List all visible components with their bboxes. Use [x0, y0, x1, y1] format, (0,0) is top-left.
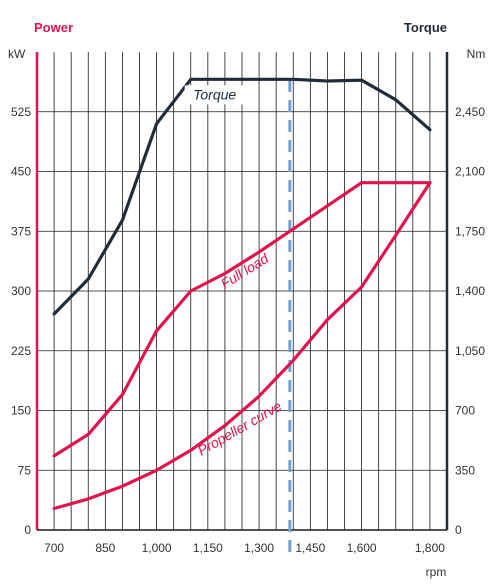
grid	[37, 52, 447, 530]
series-line-full-load	[52, 181, 432, 458]
left-axis-title: Power	[34, 20, 73, 35]
right-axis-title: Torque	[404, 20, 447, 35]
series-lines	[52, 77, 432, 511]
torque-tick-label: 1,050	[455, 344, 485, 358]
power-tick-label: 300	[11, 284, 31, 298]
torque-tick-label: 2,450	[455, 105, 485, 119]
torque-label-background	[184, 85, 245, 105]
torque-tick-label: 2,100	[455, 165, 485, 179]
rpm-tick-label: 1,000	[142, 541, 172, 555]
tick-labels: 0 75 150 225 300 375 450 525 0 350 700 1,050 1,400 1,…	[11, 105, 485, 555]
torque-tick-label: 1,400	[455, 284, 485, 298]
rpm-tick-label: 700	[44, 541, 64, 555]
right-axis-unit: Nm	[467, 47, 486, 61]
torque-tick-label: 700	[455, 404, 475, 418]
power-tick-label: 150	[11, 404, 31, 418]
power-tick-label: 375	[11, 224, 31, 238]
torque-tick-label: 0	[455, 523, 462, 537]
torque-tick-label: 1,750	[455, 224, 485, 238]
series-line-propeller-curve	[52, 181, 432, 511]
rpm-tick-label: 850	[95, 541, 115, 555]
torque-tick-label: 350	[455, 463, 475, 477]
power-tick-label: 0	[24, 523, 31, 537]
rpm-tick-label: 1,150	[193, 541, 223, 555]
torque-series-label: Torque	[193, 86, 236, 102]
full-load-series-label: Full load	[218, 249, 272, 291]
x-axis-unit: rpm	[426, 565, 447, 579]
axes	[35, 52, 449, 552]
left-axis-unit: kW	[8, 47, 26, 61]
power-tick-label: 225	[11, 344, 31, 358]
rpm-tick-label: 1,800	[415, 541, 445, 555]
rpm-tick-label: 1,450	[295, 541, 325, 555]
power-tick-label: 75	[18, 463, 32, 477]
series-line-torque	[52, 77, 432, 316]
power-tick-label: 525	[11, 105, 31, 119]
rpm-tick-label: 1,600	[347, 541, 377, 555]
power-tick-label: 450	[11, 165, 31, 179]
rpm-tick-label: 1,300	[244, 541, 274, 555]
